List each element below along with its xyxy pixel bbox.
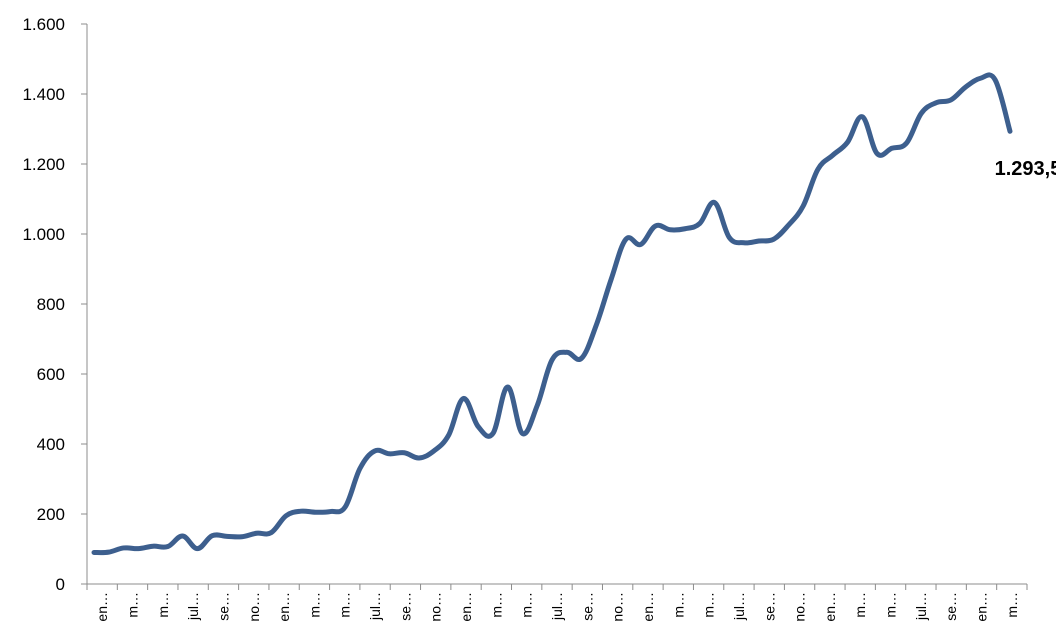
x-tick-label: se… (215, 592, 231, 621)
series-line (91, 72, 1013, 556)
x-tick-label: m… (852, 592, 868, 618)
series-group (91, 72, 1013, 556)
x-tick-label: se… (579, 592, 595, 621)
x-tick-label: en… (276, 592, 292, 622)
x-tick-label: no… (246, 592, 262, 622)
x-tick-label: jul… (185, 592, 201, 621)
x-tick-label: no… (428, 592, 444, 622)
x-tick-label: no… (792, 592, 808, 622)
y-axis: 0 200 400 600 800 1.000 1.200 1.400 1.600 (22, 15, 88, 594)
x-tick-label: en… (94, 592, 110, 622)
y-tick-label: 600 (37, 365, 65, 384)
y-tick-label: 1.200 (22, 155, 65, 174)
x-tick-label: m… (306, 592, 322, 618)
x-tick-label: m… (670, 592, 686, 618)
x-tick-label: jul… (549, 592, 565, 621)
last-value-label: 1.293,5 (995, 158, 1056, 180)
y-tick-label: 1.000 (22, 225, 65, 244)
x-tick-label: m… (1004, 592, 1020, 618)
y-tick-label: 1.600 (22, 15, 65, 34)
y-tick-label: 800 (37, 295, 65, 314)
x-axis: en… m… m… jul… se… no… en… m… m… jul… se… no… en… m… m… (86, 583, 1028, 622)
x-tick-label: m… (488, 592, 504, 618)
x-tick-label: m… (337, 592, 353, 618)
x-tick-label: se… (943, 592, 959, 621)
x-tick-label: m… (124, 592, 140, 618)
x-tick-label: jul… (731, 592, 747, 621)
x-tick-label: en… (458, 592, 474, 622)
x-tick-label: en… (640, 592, 656, 622)
y-tick-label: 400 (37, 435, 65, 454)
y-tick-label: 0 (56, 575, 65, 594)
x-tick-label: m… (155, 592, 171, 618)
x-tick-label: m… (701, 592, 717, 618)
x-tick-label: en… (822, 592, 838, 622)
x-tick-label: jul… (913, 592, 929, 621)
y-tick-label: 1.400 (22, 85, 65, 104)
x-tick-label: en… (974, 592, 990, 622)
x-tick-label: jul… (367, 592, 383, 621)
y-tick-label: 200 (37, 505, 65, 524)
x-tick-label: se… (761, 592, 777, 621)
x-tick-label: se… (397, 592, 413, 621)
x-tick-label: m… (883, 592, 899, 618)
x-tick-label: no… (610, 592, 626, 622)
x-tick-label: m… (519, 592, 535, 618)
